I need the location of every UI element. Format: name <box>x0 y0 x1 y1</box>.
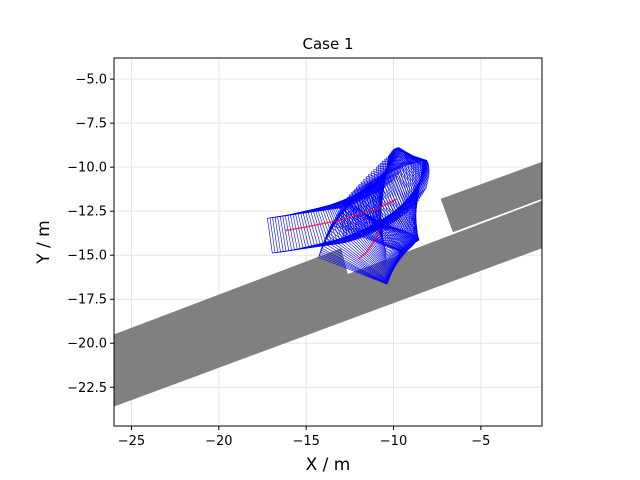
upper-left-road-strip <box>114 248 350 368</box>
vehicle-footprint <box>355 172 419 256</box>
plot-frame <box>113 57 543 427</box>
paths <box>285 198 398 260</box>
y-tick-label: −5.0 <box>75 73 107 88</box>
lower-road-strip <box>114 200 542 407</box>
vehicle-footprint <box>319 221 402 285</box>
vehicle-footprint <box>347 157 428 232</box>
y-axis-label: Y / m <box>34 220 54 264</box>
x-axis-label: X / m <box>306 455 351 475</box>
x-tick-label: −25 <box>118 434 145 449</box>
y-tick-label: −15.0 <box>67 249 107 264</box>
upper-right-road-strip <box>440 161 542 233</box>
reference-path-forward <box>285 198 398 232</box>
vehicle-footprint <box>321 216 404 284</box>
vehicle-footprint <box>318 222 401 285</box>
y-tick-label: −17.5 <box>67 293 107 308</box>
vehicle-footprint <box>319 219 402 284</box>
vehicle-footprint <box>344 180 416 263</box>
axis-ticks: −25 −20 −15 −10 −5 −5.0 −7.5 −10.0 −12.5 −15.0 −17… <box>67 73 490 449</box>
x-tick-label: −5 <box>471 434 490 449</box>
y-tick-label: −20.0 <box>67 337 107 352</box>
y-tick-label: −10.0 <box>67 161 107 176</box>
vehicle-footprint <box>320 218 403 284</box>
obstacles <box>114 161 542 407</box>
chart-title: Case 1 <box>302 35 353 53</box>
y-tick-label: −22.5 <box>67 381 107 396</box>
y-tick-label: −7.5 <box>75 117 107 132</box>
plot-area <box>114 147 542 407</box>
vehicle-footprints <box>267 147 430 285</box>
vehicle-footprint <box>353 174 418 257</box>
vehicle-footprint <box>337 188 413 269</box>
x-tick-label: −20 <box>205 434 232 449</box>
y-tick-label: −12.5 <box>67 205 107 220</box>
vehicle-footprint <box>351 175 418 259</box>
reference-path-reverse <box>358 228 381 260</box>
x-tick-label: −15 <box>292 434 319 449</box>
x-tick-label: −10 <box>380 434 407 449</box>
vehicle-footprint <box>318 224 401 285</box>
